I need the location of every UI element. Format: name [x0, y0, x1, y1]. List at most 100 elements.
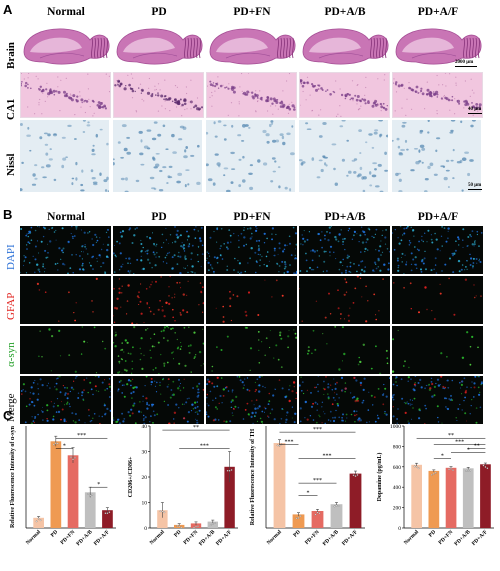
x-tick-label: PD+A/F	[93, 529, 111, 547]
y-tick-label: 40	[142, 424, 148, 430]
ca1-section-image	[20, 72, 111, 118]
fluorescence-image	[206, 326, 297, 374]
brain-section-image	[113, 22, 204, 70]
data-point	[72, 458, 74, 461]
fluorescence-image	[20, 376, 111, 424]
bar	[224, 466, 235, 528]
data-point	[37, 517, 40, 520]
fluorescence-image	[392, 376, 483, 424]
data-point	[276, 444, 279, 447]
significance-label: *	[307, 490, 310, 496]
data-point	[180, 526, 183, 529]
data-point	[74, 457, 76, 459]
data-point	[450, 468, 452, 470]
data-point	[178, 525, 181, 528]
bar	[190, 523, 202, 528]
data-point	[432, 473, 435, 475]
data-point	[299, 515, 302, 517]
fluorescence-image	[299, 276, 390, 324]
y-tick-label: 0	[144, 526, 147, 532]
row-label-nissl: Nissl	[5, 153, 17, 176]
y-axis-label: Dopamine (pg/mL)	[376, 453, 383, 502]
ca1-section-image	[206, 72, 297, 118]
data-point	[230, 469, 233, 471]
data-point	[176, 525, 179, 527]
panel-letter-b: B	[3, 207, 13, 222]
bar	[411, 464, 422, 528]
data-point	[163, 511, 166, 514]
data-point	[434, 471, 437, 474]
x-tick-label: PD+FN	[438, 529, 455, 546]
y-tick-label: 1000	[390, 424, 401, 430]
data-point	[333, 505, 336, 508]
data-point	[297, 517, 300, 519]
x-tick-label: PD	[428, 529, 437, 538]
fluorescence-image	[113, 326, 204, 374]
significance-label: ***	[313, 478, 322, 484]
nissl-section-image	[206, 120, 295, 192]
fluorescence-image	[206, 376, 297, 424]
data-point	[91, 493, 94, 496]
y-axis-label: Relative Fluorescence Intensity of TH	[250, 428, 256, 525]
bar-chart-d: CD206+/CD86+ 0 10 20 30 40 Normal PD PD+FN PD+A/B…	[126, 420, 242, 566]
data-point	[228, 469, 231, 472]
data-point	[415, 465, 418, 468]
bar	[50, 441, 62, 528]
data-point	[106, 512, 109, 515]
x-tick-label: Normal	[25, 529, 42, 546]
data-point	[213, 522, 216, 524]
brain-section-image	[20, 22, 111, 70]
bar	[273, 443, 286, 528]
data-point	[352, 474, 355, 477]
data-point	[70, 456, 72, 458]
x-tick-label: PD+A/B	[453, 529, 471, 547]
data-point	[314, 513, 317, 516]
data-point	[430, 474, 433, 476]
bar	[462, 468, 474, 528]
bar-chart-f: Dopamine (pg/mL) 0 200 400 600 800 1000 Normal P…	[374, 420, 498, 566]
x-tick-label: PD+FN	[304, 529, 321, 546]
fluorescence-image	[299, 226, 390, 274]
fluorescence-image	[20, 276, 111, 324]
col-header-pd-a: PD	[151, 6, 167, 18]
data-point	[469, 469, 472, 472]
data-point	[413, 465, 416, 468]
significance-label: ***	[323, 454, 332, 460]
data-point	[452, 469, 454, 471]
significance-label: ***	[200, 443, 209, 449]
significance-label: **	[448, 433, 454, 439]
col-header-pdab-a: PD+A/B	[324, 6, 366, 18]
ca1-section-image	[113, 72, 204, 118]
scalebar-label-ca1: 40 μm	[468, 107, 482, 112]
bar	[84, 492, 96, 528]
fluorescence-image	[113, 226, 204, 274]
significance-label: ***	[77, 433, 86, 439]
data-point	[108, 511, 111, 514]
data-point	[318, 512, 321, 515]
data-point	[56, 442, 59, 445]
row-label-gfap: GFAP	[5, 292, 17, 320]
data-point	[193, 526, 195, 529]
x-tick-label: PD+A/B	[198, 529, 216, 547]
x-tick-label: PD+FN	[60, 529, 77, 546]
scalebar-label-brain: 2000 μm	[455, 60, 474, 65]
scalebar-nissl	[468, 189, 482, 190]
data-point	[104, 512, 107, 515]
bar-chart-e: Relative Fluorescence Intensity of TH Nor…	[248, 420, 369, 566]
significance-label: **	[474, 443, 480, 449]
data-point	[35, 520, 38, 523]
nissl-section-image	[392, 120, 481, 192]
y-tick-label: 200	[393, 506, 402, 512]
data-point	[337, 505, 340, 507]
fluorescence-image	[113, 376, 204, 424]
bar	[480, 464, 491, 529]
fluorescence-image	[20, 226, 111, 274]
fluorescence-image	[392, 326, 483, 374]
bar	[102, 510, 113, 528]
bar	[330, 504, 343, 528]
col-header-pdfn-a: PD+FN	[233, 6, 271, 18]
x-tick-label: PD+A/B	[75, 529, 93, 547]
data-point	[486, 467, 489, 470]
panel-letter-c: C	[3, 408, 13, 423]
row-label-merge: Merge	[5, 393, 17, 422]
